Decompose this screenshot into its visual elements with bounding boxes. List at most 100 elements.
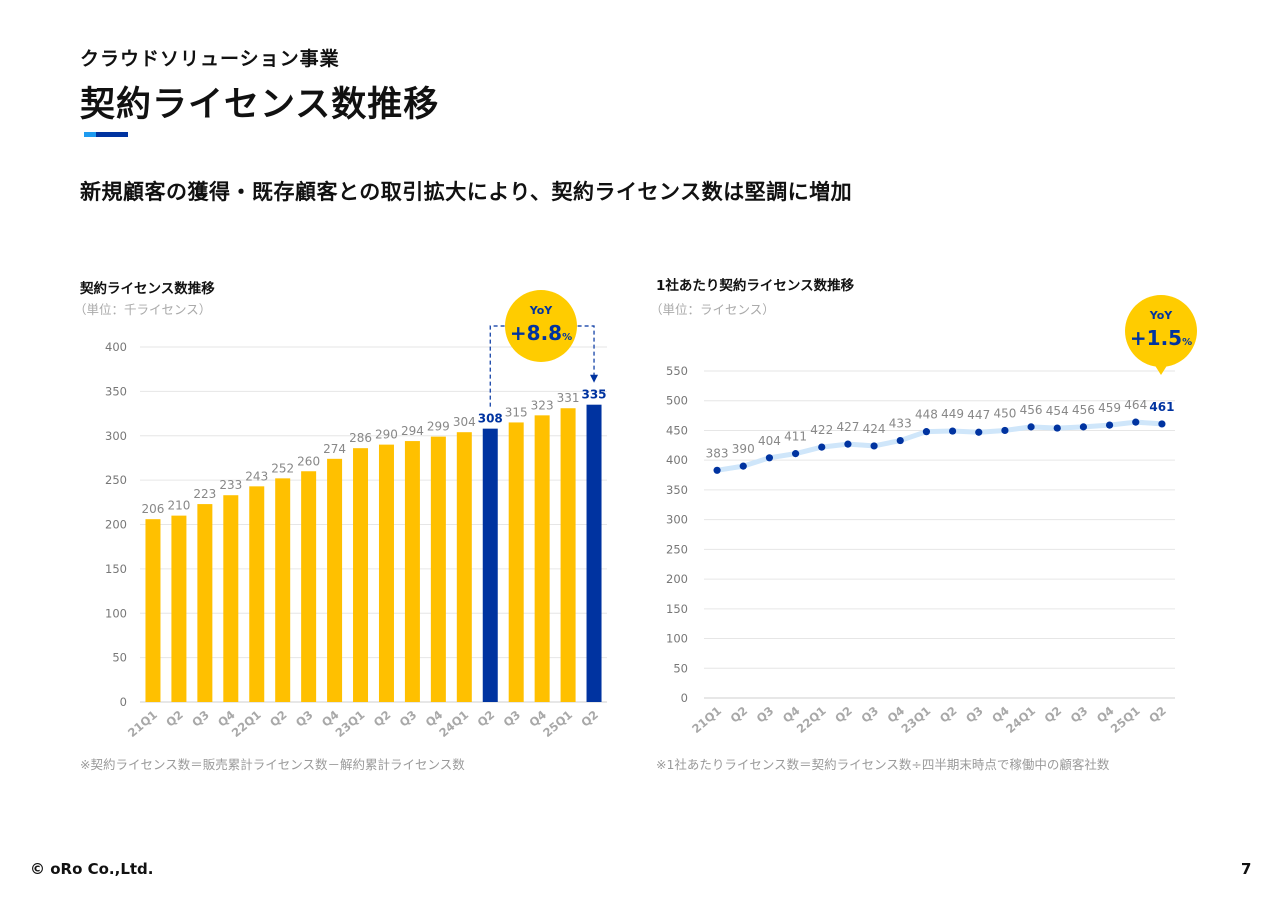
point-value-label: 422 — [810, 423, 833, 437]
line-point — [1105, 421, 1114, 429]
point-value-label: 424 — [863, 422, 886, 436]
right-ytick-label: 350 — [666, 483, 688, 497]
right-ytick-label: 200 — [666, 572, 688, 586]
point-value-label: 456 — [1020, 403, 1043, 417]
bar-value-label: 335 — [581, 388, 606, 402]
page-number: 7 — [1241, 860, 1252, 878]
right-ytick-label: 450 — [666, 423, 688, 437]
left-ytick-label: 300 — [105, 429, 127, 443]
left-ytick-label: 200 — [105, 518, 127, 532]
bar — [301, 471, 317, 702]
yoy-arrowhead — [590, 374, 599, 383]
right-xtick-label: 25Q1 — [1108, 704, 1143, 736]
point-value-label: 461 — [1149, 400, 1174, 414]
point-value-label: 404 — [758, 434, 781, 448]
bar-value-label: 233 — [219, 478, 242, 492]
line-point — [870, 442, 878, 450]
left-ytick-label: 350 — [105, 384, 127, 398]
right-xtick-label: Q2 — [832, 704, 855, 726]
bar-value-label: 286 — [349, 431, 372, 445]
point-value-label: 464 — [1124, 398, 1147, 412]
line-point — [791, 450, 800, 458]
right-xtick-label: 21Q1 — [689, 704, 724, 736]
company-logo: © oRo Co.,Ltd. — [30, 860, 154, 878]
bar-value-label: 304 — [453, 415, 476, 429]
right-yoy-badge-circle — [1125, 295, 1197, 367]
bar — [430, 436, 446, 702]
right-xtick-label: 23Q1 — [898, 704, 933, 736]
right-ytick-label: 0 — [681, 691, 688, 705]
point-value-label: 448 — [915, 408, 938, 422]
bar-value-label: 206 — [142, 502, 165, 516]
line-point — [896, 436, 904, 445]
bar — [249, 486, 265, 702]
bar — [482, 428, 498, 702]
left-chart-title: 契約ライセンス数推移 — [80, 281, 215, 297]
line-point — [975, 428, 983, 436]
point-value-label: 411 — [784, 430, 807, 444]
left-ytick-label: 250 — [105, 473, 127, 487]
bar-value-label: 315 — [505, 405, 528, 419]
line-point — [1001, 426, 1009, 435]
license-bar-chart: 05010015020025030035040020621Q1210Q2223Q… — [105, 290, 607, 740]
left-ytick-label: 100 — [105, 606, 127, 620]
left-ytick-label: 150 — [105, 562, 127, 576]
bar — [327, 458, 343, 702]
right-xtick-label: Q3 — [963, 704, 986, 726]
line-point — [713, 466, 721, 474]
right-chart-title: 1社あたり契約ライセンス数推移 — [656, 278, 855, 294]
line-point — [818, 443, 826, 451]
right-xtick-label: 22Q1 — [794, 704, 829, 736]
point-value-label: 427 — [836, 420, 859, 434]
right-ytick-label: 550 — [666, 364, 688, 378]
bar-value-label: 223 — [193, 487, 216, 501]
left-yoy-badge-label: YoY — [529, 304, 554, 317]
bar-value-label: 243 — [245, 469, 268, 483]
bar — [223, 495, 239, 702]
right-xtick-label: 24Q1 — [1003, 704, 1038, 736]
right-ytick-label: 100 — [666, 632, 688, 646]
right-ytick-label: 150 — [666, 602, 688, 616]
bar-value-label: 294 — [401, 424, 424, 438]
line-point — [1132, 418, 1140, 426]
bar — [404, 441, 420, 702]
page-title: 契約ライセンス数推移 — [80, 85, 440, 125]
right-xtick-label: Q2 — [937, 704, 960, 726]
right-chart-unit: （単位：ライセンス） — [650, 302, 775, 317]
right-ytick-label: 50 — [673, 661, 688, 675]
bar — [197, 504, 213, 702]
bar — [353, 448, 369, 702]
right-xtick-label: Q2 — [1042, 704, 1065, 726]
bar — [534, 415, 550, 702]
right-xtick-label: Q3 — [1068, 704, 1091, 726]
bar — [456, 432, 472, 702]
left-yoy-badge-circle — [505, 290, 577, 362]
bar — [171, 515, 187, 702]
line-point — [922, 428, 931, 436]
right-xtick-label: Q3 — [754, 704, 777, 726]
bar-value-label: 252 — [271, 461, 294, 475]
right-ytick-label: 250 — [666, 542, 688, 556]
left-ytick-label: 0 — [120, 695, 127, 709]
right-yoy-badge-label: YoY — [1149, 309, 1174, 322]
right-xtick-label: Q2 — [728, 704, 751, 726]
bar — [560, 408, 576, 702]
lead-message: 新規顧客の獲得・既存顧客との取引拡大により、契約ライセンス数は堅調に増加 — [80, 180, 853, 204]
bar — [145, 519, 161, 702]
left-ytick-label: 50 — [112, 651, 127, 665]
bar — [275, 478, 291, 702]
point-value-label: 383 — [706, 446, 729, 460]
line-point — [844, 440, 852, 448]
right-ytick-label: 300 — [666, 513, 688, 527]
bar-value-label: 308 — [478, 412, 503, 426]
line-point — [1158, 420, 1166, 428]
left-yoy-badge-value: +8.8% — [510, 321, 572, 345]
bar-value-label: 290 — [375, 428, 398, 442]
line-point — [948, 427, 957, 435]
series-line — [714, 419, 1165, 473]
left-chart-note: ※契約ライセンス数＝販売累計ライセンス数－解約累計ライセンス数 — [80, 757, 465, 772]
right-yoy-badge-value: +1.5% — [1130, 326, 1192, 350]
left-chart-unit: （単位：千ライセンス） — [74, 302, 212, 317]
left-ytick-label: 400 — [105, 340, 127, 354]
point-value-label: 449 — [941, 407, 964, 421]
